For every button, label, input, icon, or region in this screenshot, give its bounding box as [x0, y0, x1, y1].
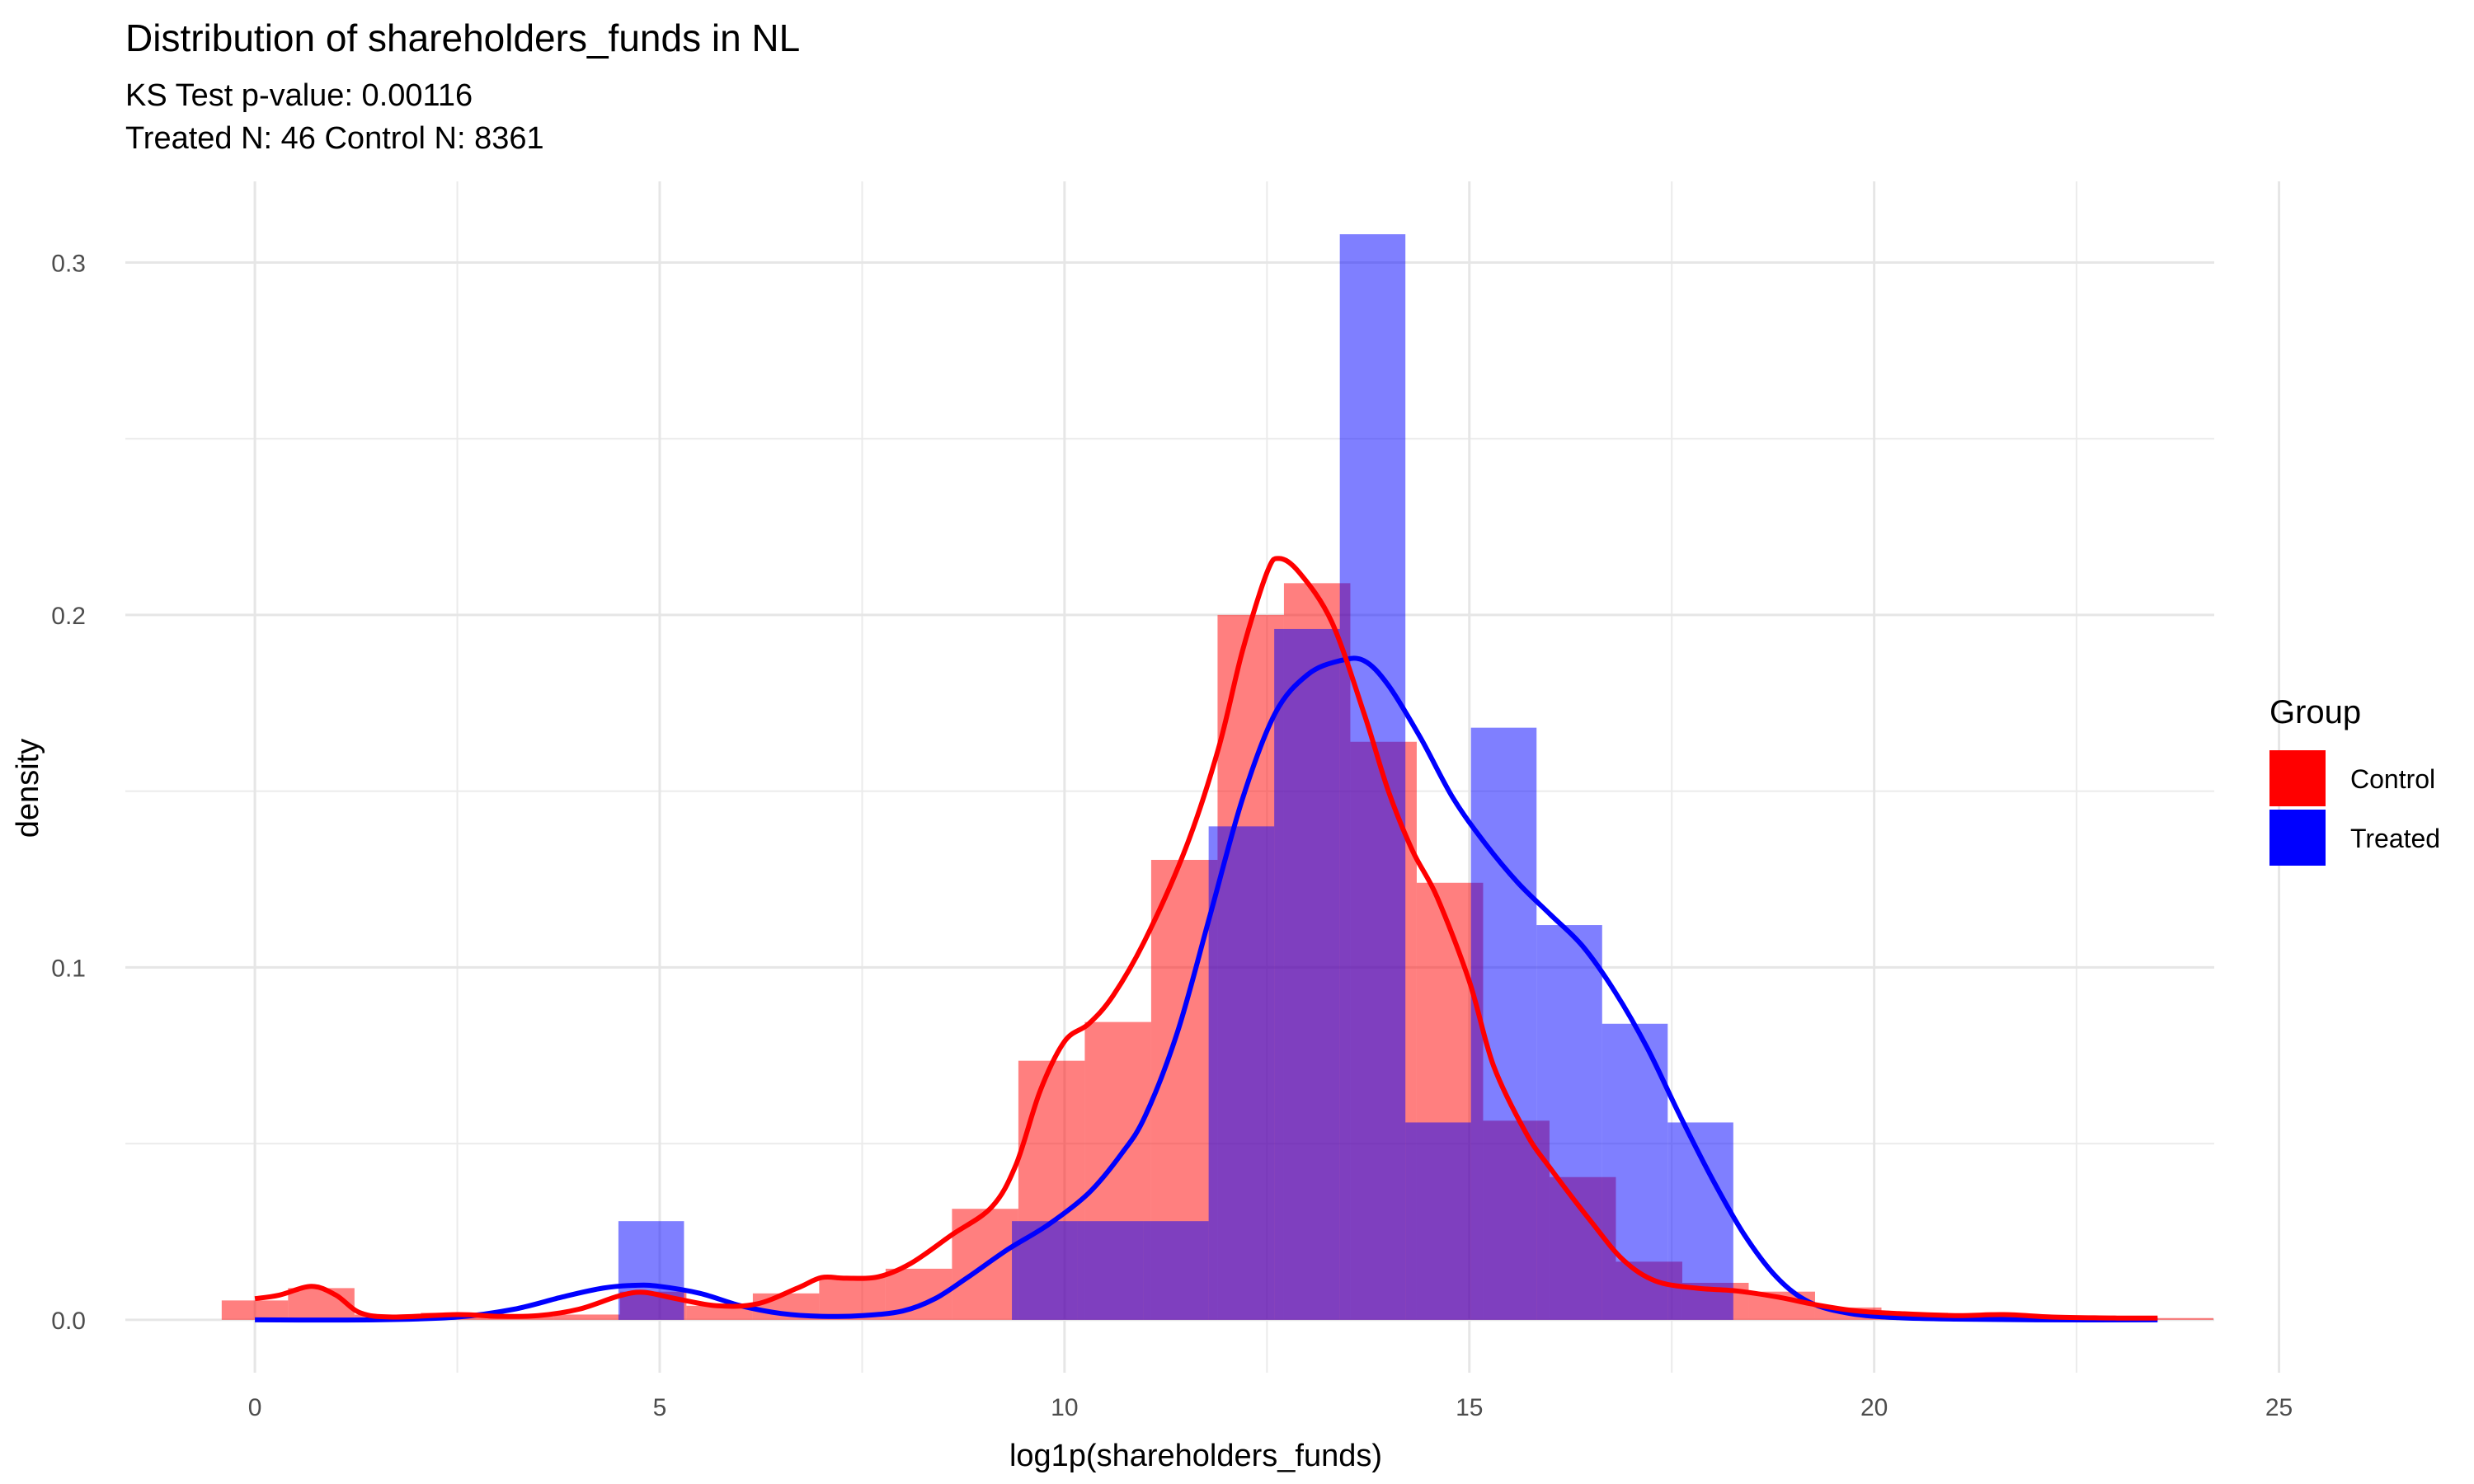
- legend-title: Group: [2269, 694, 2361, 730]
- y-tick-label: 0.0: [51, 1308, 86, 1335]
- x-axis-ticks: 0 5 10 15 20 25: [248, 1394, 2293, 1421]
- treated-bar-9: [1536, 925, 1602, 1320]
- control-bar-1: [288, 1288, 355, 1320]
- x-axis-title: log1p(shareholders_funds): [1009, 1439, 1382, 1473]
- x-tick-label: 5: [653, 1394, 667, 1421]
- control-bar-29: [2147, 1317, 2214, 1320]
- x-tick-label: 0: [248, 1394, 262, 1421]
- chart-title: Distribution of shareholders_funds in NL: [125, 16, 800, 59]
- control-bar-7: [686, 1305, 753, 1320]
- y-axis-ticks: 0.0 0.1 0.2 0.3: [51, 250, 86, 1335]
- treated-density-curve: [255, 655, 2158, 1323]
- y-axis-title: density: [11, 739, 45, 838]
- treated-bar-5: [1274, 628, 1340, 1320]
- control-density-curve: [254, 556, 2158, 1321]
- x-tick-label: 25: [2265, 1394, 2293, 1421]
- chart-subtitle-line-2: Treated N: 46 Control N: 8361: [125, 121, 544, 156]
- chart-subtitle-line-1: KS Test p-value: 0.00116: [125, 78, 473, 113]
- treated-bar-2: [1077, 1221, 1144, 1320]
- legend-label-control: Control: [2350, 764, 2435, 794]
- x-tick-label: 15: [1456, 1394, 1483, 1421]
- legend-label-treated: Treated: [2350, 824, 2440, 853]
- treated-bar-7: [1405, 1122, 1471, 1320]
- legend-key-treated: [2269, 810, 2326, 866]
- y-tick-label: 0.3: [51, 250, 86, 277]
- legend: Group Control Treated: [2269, 694, 2440, 866]
- treated-bar-1: [1012, 1221, 1078, 1320]
- treated-bar-6: [1339, 234, 1406, 1320]
- treated-bar-0: [618, 1221, 684, 1320]
- treated-bar-4: [1208, 826, 1275, 1320]
- density-curves: [254, 556, 2158, 1323]
- y-tick-label: 0.2: [51, 603, 86, 630]
- legend-key-control: [2269, 750, 2326, 806]
- treated-bar-3: [1143, 1221, 1209, 1320]
- y-tick-label: 0.1: [51, 955, 86, 982]
- x-tick-label: 20: [1860, 1394, 1888, 1421]
- control-bar-0: [221, 1300, 289, 1320]
- x-tick-label: 10: [1051, 1394, 1078, 1421]
- control-bar-5: [553, 1314, 620, 1320]
